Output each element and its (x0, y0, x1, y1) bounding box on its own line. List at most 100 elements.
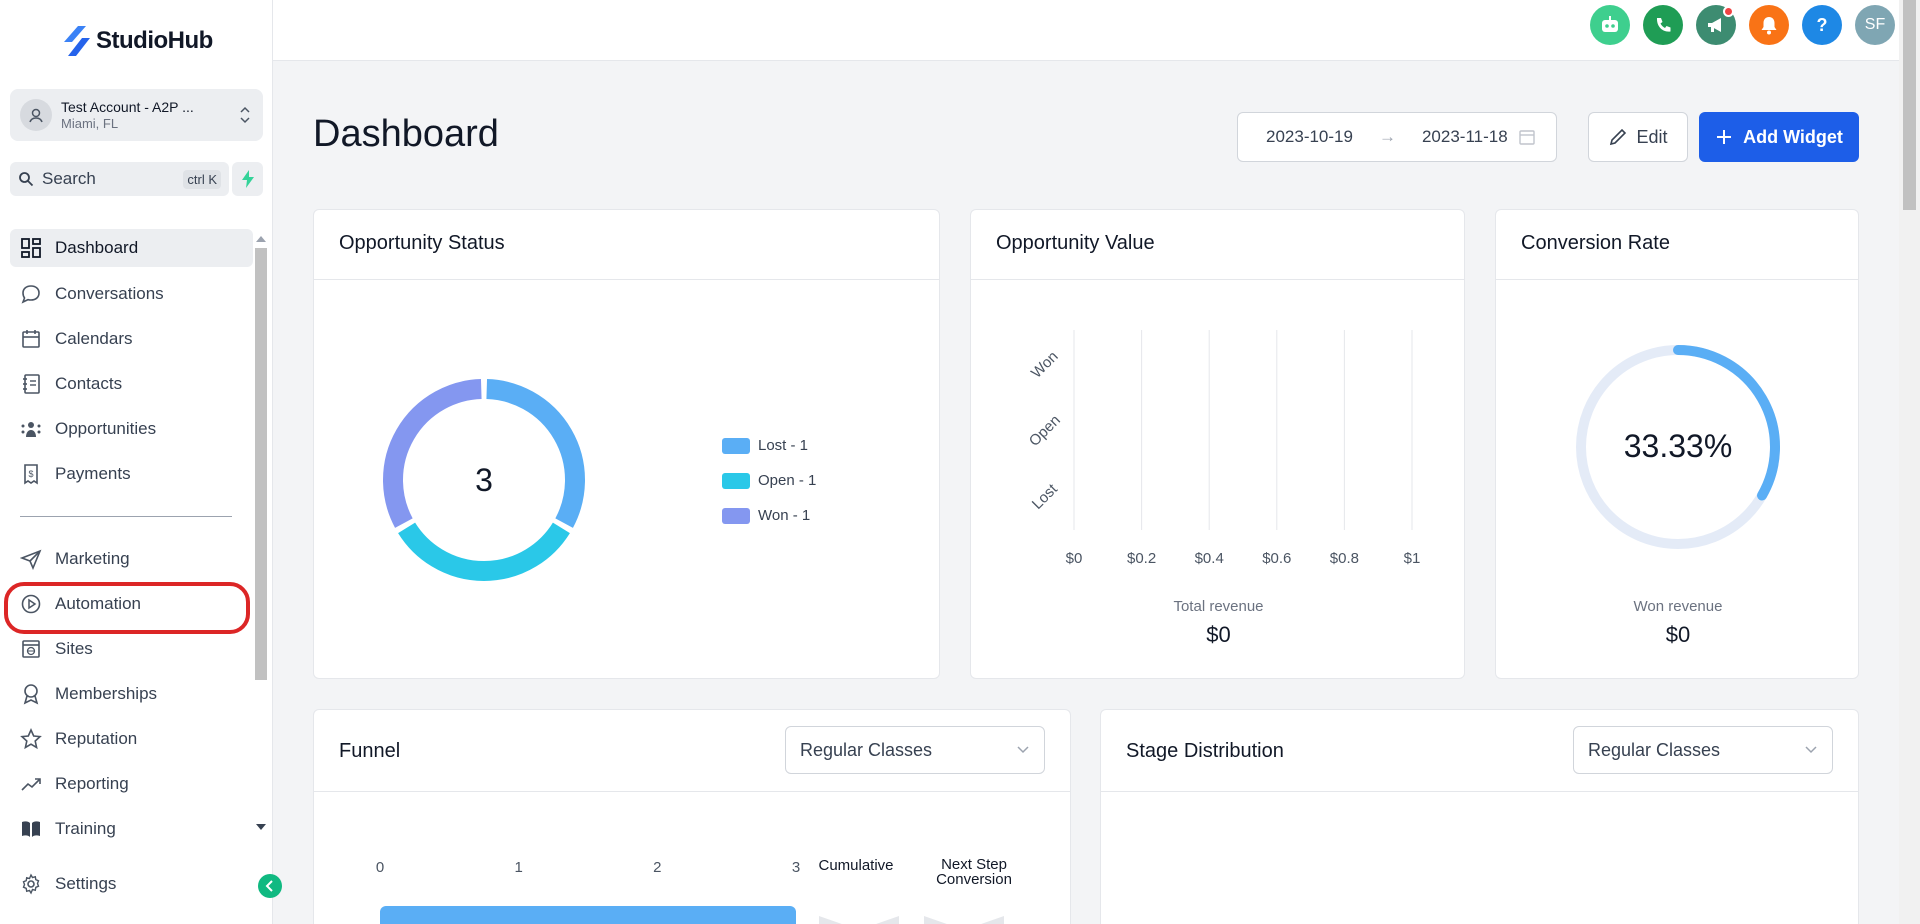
sidebar-item-memberships[interactable]: Memberships (10, 675, 253, 713)
star-icon (20, 728, 42, 750)
total-revenue-label: Total revenue (1173, 598, 1264, 615)
edit-dashboard-button[interactable]: Edit (1588, 112, 1688, 162)
donut-slice-open[interactable] (398, 522, 570, 581)
book-icon (22, 821, 40, 837)
scroll-down-arrow-icon[interactable] (256, 824, 266, 830)
sidebar-item-reputation[interactable]: Reputation (10, 720, 253, 758)
ai-bot-button[interactable] (1590, 5, 1630, 45)
search-placeholder: Search (42, 169, 96, 188)
sidebar-item-label: Payments (55, 464, 131, 483)
legend-label: Lost - 1 (758, 437, 809, 454)
contacts-book-icon (23, 374, 40, 394)
funnel-col-next-step: Next Step Conversion (936, 856, 1012, 888)
total-revenue-value: $0 (1206, 622, 1231, 647)
add-widget-button[interactable]: Add Widget (1699, 112, 1859, 162)
opportunity-status-donut[interactable] (374, 370, 594, 590)
opportunity-value-chart[interactable]: $0 $0.2 $0.4 $0.6 $0.8 $1 Won Open Lost (971, 310, 1466, 590)
sidebar-item-label: Calendars (55, 329, 133, 348)
sidebar-item-conversations[interactable]: Conversations (10, 275, 253, 313)
notifications-button[interactable] (1749, 5, 1789, 45)
sidebar-item-payments[interactable]: $ Payments (10, 455, 253, 493)
sidebar-item-calendars[interactable]: Calendars (10, 320, 253, 358)
x-tick-label: $1 (1404, 550, 1421, 567)
collapse-sidebar-button[interactable] (258, 874, 282, 898)
payments-receipt-icon: $ (24, 464, 38, 485)
page-scrollbar[interactable] (1899, 0, 1920, 924)
quick-actions-button[interactable] (232, 162, 263, 196)
sidebar-scrollbar[interactable] (253, 232, 270, 837)
sidebar-item-marketing[interactable]: Marketing (10, 540, 253, 578)
sidebar-scroll-thumb[interactable] (255, 248, 267, 680)
account-location-icon (29, 108, 43, 123)
sidebar-item-opportunities[interactable]: Opportunities (10, 410, 253, 448)
funnel-chart[interactable]: 0 1 2 3 (314, 850, 1072, 924)
sidebar-search[interactable]: Search ctrl K (10, 162, 229, 196)
conversion-rate-card: Conversion Rate 33.33% Won revenue $0 (1495, 209, 1859, 679)
funnel-x-tick: 1 (514, 859, 522, 876)
legend-item-open[interactable]: Open - 1 (722, 472, 816, 489)
legend-item-lost[interactable]: Lost - 1 (722, 437, 808, 454)
sidebar-item-sites[interactable]: Sites (10, 630, 253, 668)
funnel-card: Funnel Regular Classes 0 1 2 3 Cumulative N… (313, 709, 1071, 924)
sidebar-item-reporting[interactable]: Reporting (10, 765, 253, 803)
card-divider (1496, 279, 1858, 280)
phone-button[interactable] (1643, 5, 1683, 45)
top-bar: ? SF (273, 0, 1920, 61)
card-title: Funnel (339, 740, 401, 762)
legend-swatch (722, 507, 750, 524)
y-category-label: Won (1028, 348, 1062, 382)
sidebar-item-training[interactable]: Training (10, 810, 253, 848)
sidebar-item-automation[interactable]: Automation (10, 585, 253, 623)
scroll-up-arrow-icon[interactable] (256, 236, 266, 242)
robot-icon (1602, 16, 1618, 32)
stage-distribution-card: Stage Distribution Regular Classes (1100, 709, 1859, 924)
legend-label: Open - 1 (758, 472, 817, 489)
opportunity-status-card: Opportunity Status 3 Lost - 1 Open - 1 W… (313, 209, 940, 679)
calendar-icon (1518, 130, 1535, 145)
help-button[interactable]: ? (1802, 5, 1842, 45)
arrow-right-icon: → (1378, 127, 1396, 146)
card-title: Conversion Rate (1521, 232, 1670, 254)
cumulative-marker (819, 916, 899, 924)
conversion-rate-gauge[interactable] (1568, 337, 1788, 557)
gauge-progress[interactable] (1673, 345, 1780, 501)
user-avatar[interactable]: SF (1855, 5, 1895, 45)
account-name: Test Account - A2P ... (61, 98, 194, 115)
stage-pipeline-select[interactable]: Regular Classes (1573, 726, 1833, 774)
page-scroll-thumb[interactable] (1903, 0, 1916, 210)
x-tick-label: $0.6 (1262, 550, 1291, 567)
sidebar-item-label: Training (55, 819, 116, 838)
sidebar-item-label: Reputation (55, 729, 138, 748)
card-divider (971, 279, 1464, 280)
pencil-icon (1610, 128, 1627, 146)
lightning-icon (241, 170, 254, 188)
sidebar-item-dashboard[interactable]: Dashboard (10, 229, 253, 267)
account-switcher[interactable]: Test Account - A2P ... Miami, FL (10, 89, 263, 141)
opportunity-value-card: Opportunity Value $0 $0.2 $0.4 $0.6 $0.8 $1 Wo… (970, 209, 1465, 679)
brand-logo[interactable]: StudioHub (64, 26, 213, 56)
announcements-button[interactable] (1696, 5, 1736, 45)
sidebar-item-label: Settings (55, 874, 117, 893)
x-tick-label: $0.4 (1195, 550, 1224, 567)
funnel-x-tick: 2 (653, 859, 661, 876)
sidebar-item-label: Automation (55, 594, 141, 613)
funnel-pipeline-select[interactable]: Regular Classes (785, 726, 1045, 774)
donut-slice-lost[interactable] (486, 379, 585, 528)
legend-label: Won - 1 (758, 507, 811, 524)
sidebar-item-label: Marketing (55, 549, 130, 568)
funnel-bar[interactable] (380, 906, 796, 924)
svg-text:$: $ (28, 469, 33, 479)
calendar-icon (22, 330, 40, 348)
legend-swatch (722, 437, 750, 454)
legend-item-won[interactable]: Won - 1 (722, 507, 810, 524)
funnel-x-tick: 3 (792, 859, 800, 876)
date-range-picker[interactable]: 2023-10-19 → 2023-11-18 (1237, 112, 1557, 162)
opportunities-icon (21, 422, 41, 437)
search-shortcut: ctrl K (183, 169, 221, 189)
donut-slice-won[interactable] (383, 379, 482, 528)
donut-center-total: 3 (475, 462, 493, 498)
card-divider (314, 279, 939, 280)
paper-plane-icon (20, 549, 42, 570)
sidebar-item-settings[interactable]: Settings (10, 865, 253, 903)
sidebar-item-contacts[interactable]: Contacts (10, 365, 253, 403)
